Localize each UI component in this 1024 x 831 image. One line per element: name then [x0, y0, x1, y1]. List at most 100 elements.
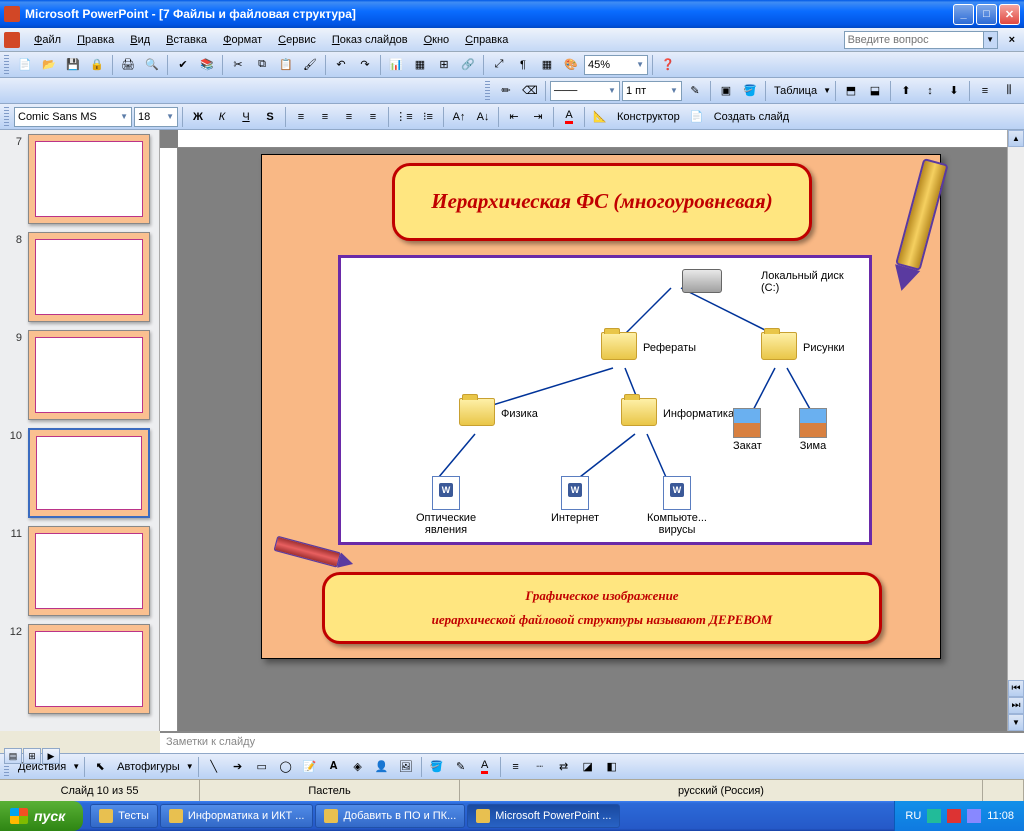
doc-close-button[interactable]: × — [1004, 32, 1020, 48]
menu-item[interactable]: Вид — [122, 31, 158, 49]
arrow-style-icon[interactable]: ⇄ — [553, 756, 575, 778]
zoom-combo[interactable]: 45%▼ — [584, 55, 648, 75]
vertical-scrollbar[interactable]: ▲ ⏮ ⏭ ▼ — [1007, 130, 1024, 731]
tray-icon[interactable] — [927, 809, 941, 823]
tables-icon[interactable]: ⊞ — [433, 54, 455, 76]
menu-item[interactable]: Формат — [215, 31, 270, 49]
picture-icon[interactable]: 🖼 — [395, 756, 417, 778]
slide-thumbnail[interactable] — [28, 428, 150, 518]
permission-icon[interactable]: 🔒 — [86, 54, 108, 76]
font-color-icon[interactable]: A — [474, 756, 496, 778]
rectangle-icon[interactable]: ▭ — [251, 756, 273, 778]
oval-icon[interactable]: ◯ — [275, 756, 297, 778]
align-center-icon[interactable]: ≡ — [314, 106, 336, 128]
table-menu[interactable]: Таблица — [770, 85, 821, 97]
taskbar-task[interactable]: Microsoft PowerPoint ... — [467, 804, 620, 828]
chart-icon[interactable]: 📊 — [385, 54, 407, 76]
fontsize-combo[interactable]: 18▼ — [134, 107, 178, 127]
border-style-combo[interactable]: ───▼ — [550, 81, 620, 101]
prev-slide-icon[interactable]: ⏮ — [1008, 680, 1024, 697]
scroll-up-icon[interactable]: ▲ — [1008, 130, 1024, 147]
doc-icon[interactable] — [4, 32, 20, 48]
hyperlink-icon[interactable]: 🔗 — [457, 54, 479, 76]
merge-icon[interactable]: ⬒ — [840, 80, 862, 102]
align-bot-icon[interactable]: ⬇ — [943, 80, 965, 102]
line-style-icon[interactable]: ≡ — [505, 756, 527, 778]
dist-rows-icon[interactable]: ≡ — [974, 80, 996, 102]
line-icon[interactable]: ╲ — [203, 756, 225, 778]
numbering-icon[interactable]: ⋮≡ — [393, 106, 415, 128]
align-top-icon[interactable]: ⬆ — [895, 80, 917, 102]
tray-icon[interactable] — [947, 809, 961, 823]
save-icon[interactable]: 💾 — [62, 54, 84, 76]
slide-thumbnail[interactable] — [28, 134, 150, 224]
help-dropdown-icon[interactable]: ▼ — [984, 31, 998, 49]
increase-indent-icon[interactable]: ⇥ — [527, 106, 549, 128]
align-mid-icon[interactable]: ↕ — [919, 80, 941, 102]
close-button[interactable]: ✕ — [999, 4, 1020, 25]
design-icon[interactable]: 📐 — [589, 106, 611, 128]
eraser-icon[interactable]: ⌫ — [519, 80, 541, 102]
line-color-icon[interactable]: ✎ — [450, 756, 472, 778]
expand-icon[interactable]: ⤢ — [488, 54, 510, 76]
bold-icon[interactable]: Ж — [187, 106, 209, 128]
start-button[interactable]: пуск — [0, 801, 83, 831]
print-icon[interactable]: 🖨 — [117, 54, 139, 76]
new-slide-button[interactable]: Создать слайд — [710, 111, 793, 123]
align-right-icon[interactable]: ≡ — [338, 106, 360, 128]
toolbar-grip[interactable] — [4, 55, 9, 75]
dist-cols-icon[interactable]: ⫼ — [998, 80, 1020, 102]
fill-icon[interactable]: 🪣 — [739, 80, 761, 102]
clipart-icon[interactable]: 👤 — [371, 756, 393, 778]
borders-icon[interactable]: ▣ — [715, 80, 737, 102]
fill-color-icon[interactable]: 🪣 — [426, 756, 448, 778]
scroll-down-icon[interactable]: ▼ — [1008, 714, 1024, 731]
select-icon[interactable]: ⬉ — [89, 756, 111, 778]
font-combo[interactable]: Comic Sans MS▼ — [14, 107, 132, 127]
minimize-button[interactable]: _ — [953, 4, 974, 25]
menu-item[interactable]: Справка — [457, 31, 516, 49]
increase-font-icon[interactable]: A↑ — [448, 106, 470, 128]
maximize-button[interactable]: □ — [976, 4, 997, 25]
paste-icon[interactable]: 📋 — [275, 54, 297, 76]
toolbar-grip[interactable] — [485, 81, 490, 101]
slide-thumbnail[interactable] — [28, 330, 150, 420]
slide-canvas[interactable]: Иерархическая ФС (многоуровневая) Локаль… — [261, 154, 941, 659]
slide-caption-box[interactable]: Графическое изображение иерархической фа… — [322, 572, 882, 644]
menu-item[interactable]: Сервис — [270, 31, 324, 49]
copy-icon[interactable]: ⧉ — [251, 54, 273, 76]
research-icon[interactable]: 📚 — [196, 54, 218, 76]
tree-diagram[interactable]: Локальный диск (C:)РефератыРисункиФизика… — [338, 255, 872, 545]
font-color-icon[interactable]: A — [558, 106, 580, 128]
split-icon[interactable]: ⬓ — [864, 80, 886, 102]
color-icon[interactable]: 🎨 — [560, 54, 582, 76]
arrow-icon[interactable]: ➔ — [227, 756, 249, 778]
menu-item[interactable]: Файл — [26, 31, 69, 49]
draw-table-icon[interactable]: ✏ — [495, 80, 517, 102]
help-icon[interactable]: ❓ — [657, 54, 679, 76]
undo-icon[interactable]: ↶ — [330, 54, 352, 76]
3d-style-icon[interactable]: ◧ — [601, 756, 623, 778]
diagram-icon[interactable]: ◈ — [347, 756, 369, 778]
menu-item[interactable]: Окно — [416, 31, 458, 49]
clock[interactable]: 11:08 — [987, 810, 1014, 822]
slide-title-box[interactable]: Иерархическая ФС (многоуровневая) — [392, 163, 812, 241]
border-width-combo[interactable]: 1 пт▼ — [622, 81, 682, 101]
wordart-icon[interactable]: 𝐀 — [323, 756, 345, 778]
textbox-icon[interactable]: 📝 — [299, 756, 321, 778]
language-indicator[interactable]: RU — [905, 810, 921, 822]
designer-button[interactable]: Конструктор — [613, 111, 684, 123]
italic-icon[interactable]: К — [211, 106, 233, 128]
status-language[interactable]: русский (Россия) — [460, 780, 983, 801]
tray-icon[interactable] — [967, 809, 981, 823]
shadow-style-icon[interactable]: ◪ — [577, 756, 599, 778]
grid-icon[interactable]: ▦ — [536, 54, 558, 76]
notes-pane[interactable]: Заметки к слайду — [160, 731, 1024, 753]
taskbar-task[interactable]: Информатика и ИКТ ... — [160, 804, 314, 828]
new-icon[interactable]: 📄 — [14, 54, 36, 76]
show-format-icon[interactable]: ¶ — [512, 54, 534, 76]
taskbar-task[interactable]: Добавить в ПО и ПК... — [315, 804, 465, 828]
dash-style-icon[interactable]: ┈ — [529, 756, 551, 778]
underline-icon[interactable]: Ч — [235, 106, 257, 128]
table-icon[interactable]: ▦ — [409, 54, 431, 76]
